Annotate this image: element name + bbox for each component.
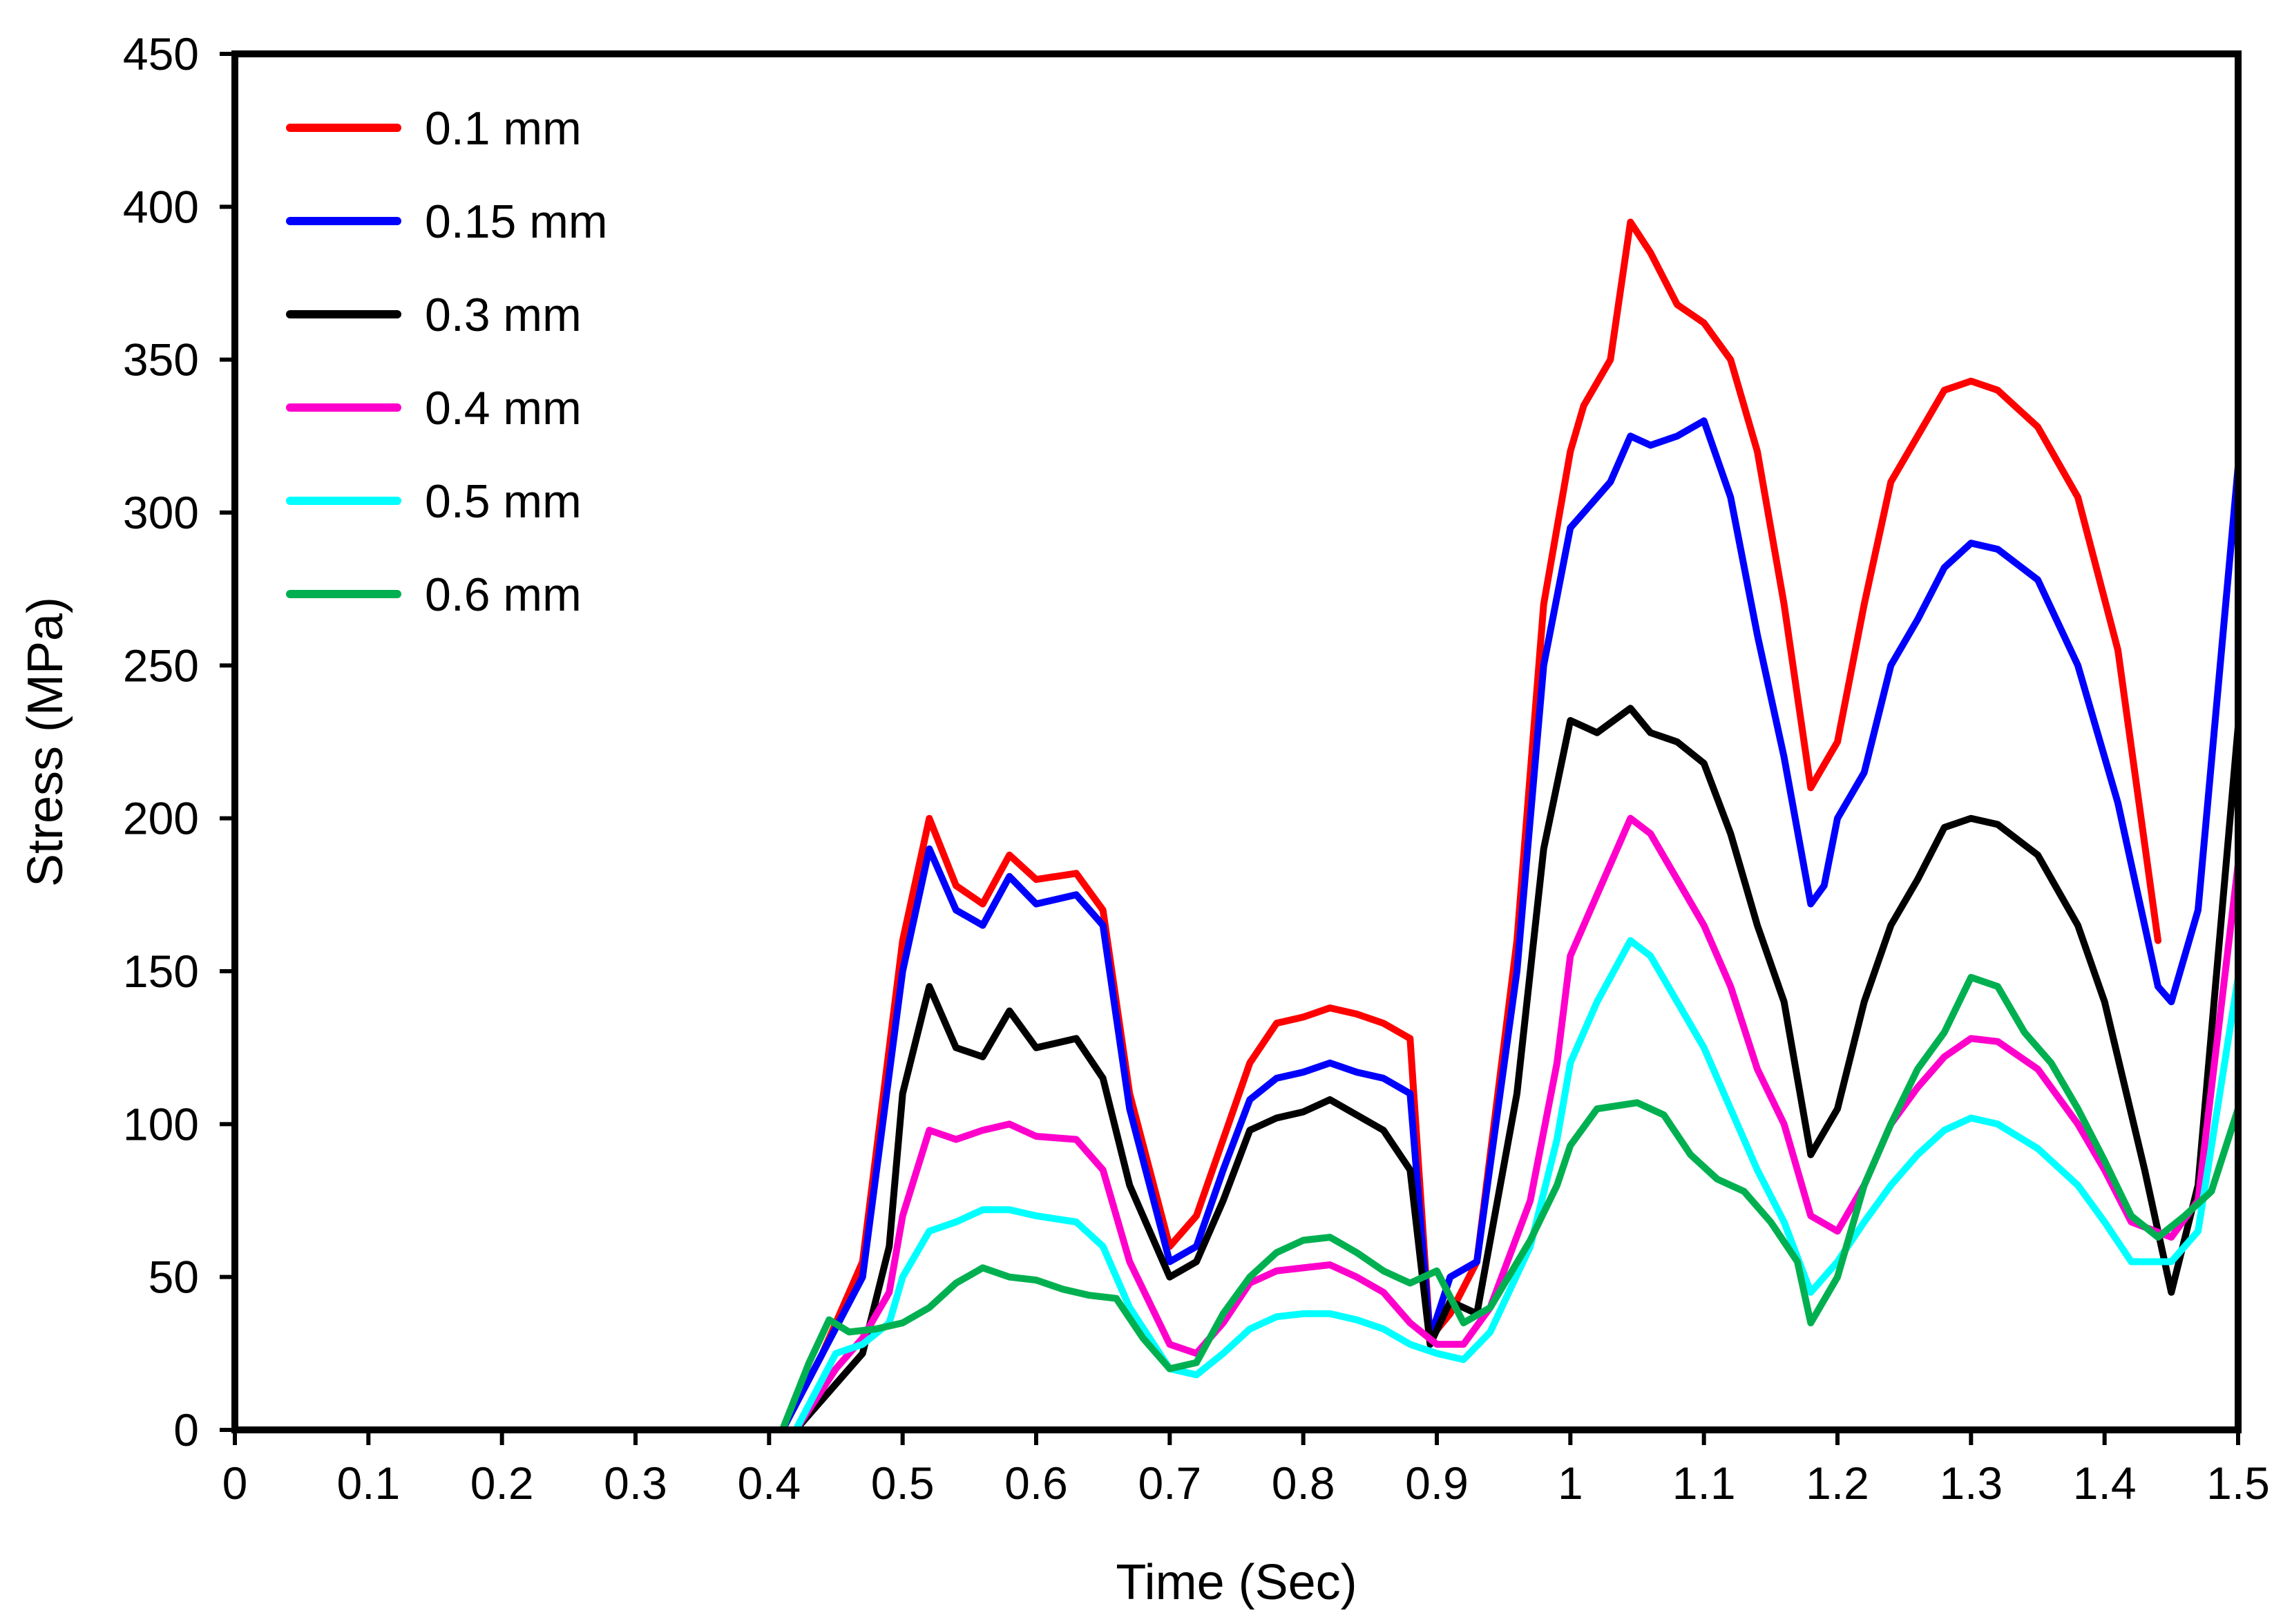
legend-label: 0.6 mm	[425, 569, 582, 621]
y-tick-label: 0	[173, 1404, 199, 1455]
x-axis-title: Time (Sec)	[1116, 1555, 1357, 1610]
x-tick-label: 0	[222, 1458, 248, 1509]
y-tick-label: 250	[123, 640, 199, 691]
plot-area-frame	[231, 50, 2242, 1433]
series-line-0-5-mm	[792, 937, 2242, 1433]
series-line-0-6-mm	[779, 973, 2242, 1433]
x-tick-label: 1	[1558, 1458, 1583, 1509]
y-axis-title: Stress (MPa)	[18, 597, 73, 887]
y-tick-label: 450	[123, 28, 199, 79]
x-tick-label: 0.8	[1272, 1458, 1335, 1509]
x-tick-label: 1.3	[1939, 1458, 2003, 1509]
y-tick-label: 200	[123, 793, 199, 844]
y-tick-label: 350	[123, 334, 199, 385]
series-line-0-4-mm	[792, 814, 2242, 1433]
y-tick-label: 50	[149, 1252, 199, 1303]
legend-label: 0.1 mm	[425, 102, 582, 155]
x-tick-label: 0.3	[604, 1458, 667, 1509]
x-tick-label: 0.5	[871, 1458, 935, 1509]
x-tick-label: 1.5	[2206, 1458, 2270, 1509]
legend-label: 0.3 mm	[425, 289, 582, 341]
legend-label: 0.5 mm	[425, 475, 582, 528]
legend-label: 0.4 mm	[425, 382, 582, 434]
x-tick-label: 0.7	[1138, 1458, 1201, 1509]
y-tick-label: 400	[123, 181, 199, 232]
x-tick-label: 0.9	[1405, 1458, 1469, 1509]
legend-label: 0.15 mm	[425, 195, 608, 248]
x-tick-label: 0.2	[470, 1458, 534, 1509]
axis-ticks: 0 0.1 0.2 0.3 0.4 0.5 0.6 0.7 0.8 0.9 1 1.1 1.2 1.3 1.…	[123, 28, 2270, 1509]
series-layer	[779, 218, 2242, 1433]
legend: 0.1 mm 0.15 mm 0.3 mm 0.4 mm 0.5 mm 0.6 mm	[286, 102, 608, 621]
y-tick-label: 300	[123, 487, 199, 538]
x-tick-label: 1.4	[2073, 1458, 2137, 1509]
x-tick-label: 0.4	[737, 1458, 801, 1509]
x-tick-label: 0.6	[1004, 1458, 1068, 1509]
x-tick-label: 1.2	[1806, 1458, 1869, 1509]
y-tick-label: 150	[123, 946, 199, 997]
series-line-0-3-mm	[792, 705, 2242, 1433]
y-tick-label: 100	[123, 1098, 199, 1149]
series-line-0-15-mm	[779, 417, 2242, 1433]
x-tick-label: 1.1	[1672, 1458, 1736, 1509]
x-tick-label: 0.1	[336, 1458, 400, 1509]
